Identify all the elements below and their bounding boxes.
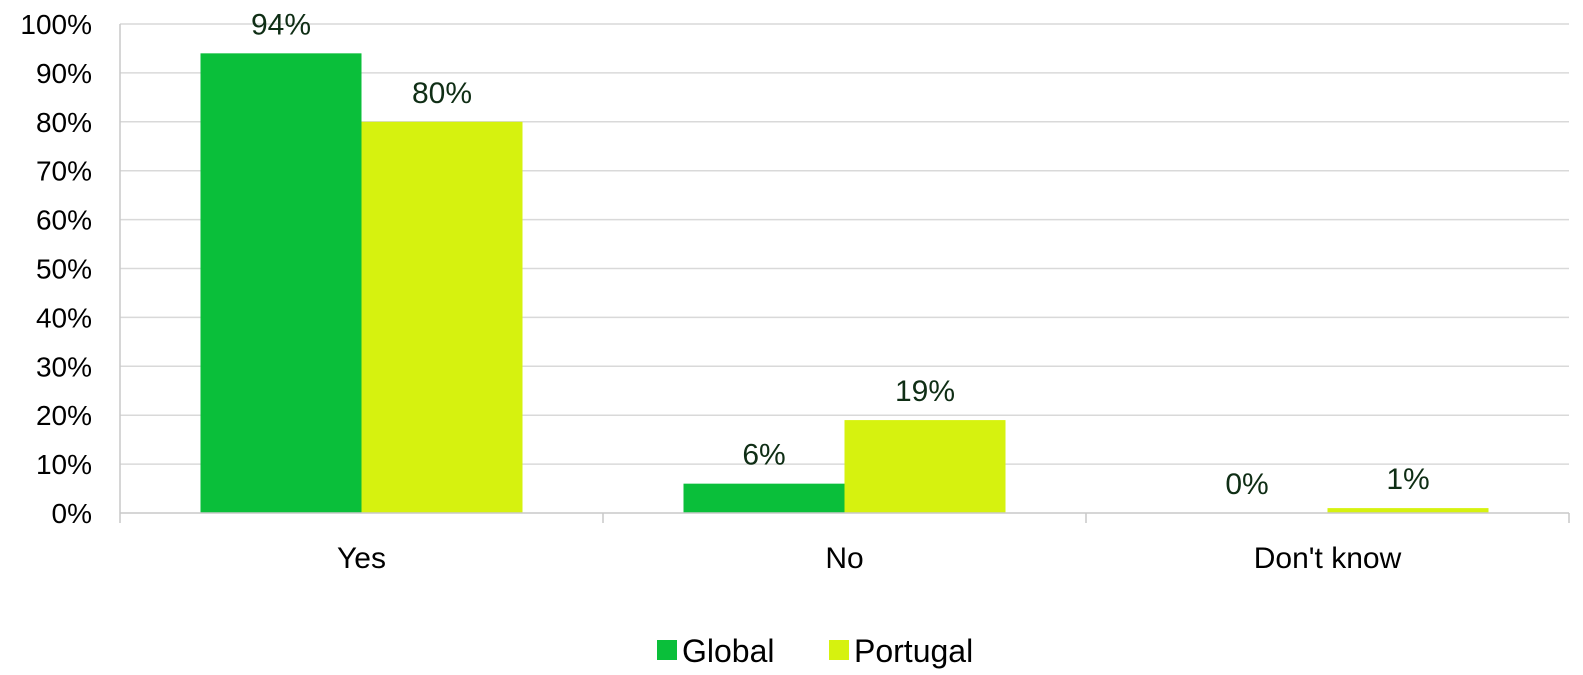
x-category-label: Don't know <box>1254 542 1402 575</box>
y-tick-label: 70% <box>36 156 92 187</box>
x-category-label: Yes <box>337 542 386 575</box>
bar-portugal-0 <box>361 121 523 514</box>
legend: Global Portugal <box>657 633 973 669</box>
data-labels: 94% 80% 6% 19% 0% 1% <box>251 8 1430 501</box>
y-axis: 0% 10% 20% 30% 40% 50% 60% 70% 80% 90% 100% <box>20 9 121 529</box>
y-tick-label: 40% <box>36 302 92 333</box>
data-label: 19% <box>895 375 955 408</box>
bars <box>200 53 1489 514</box>
y-tick-label: 80% <box>36 107 92 138</box>
y-tick-label: 50% <box>36 254 92 285</box>
legend-swatch <box>657 640 677 660</box>
legend-label: Global <box>682 633 775 669</box>
data-label: 6% <box>742 439 785 472</box>
y-tick-label: 20% <box>36 400 92 431</box>
bar-global-0 <box>200 53 362 514</box>
data-label: 80% <box>412 77 472 110</box>
data-label: 1% <box>1386 463 1429 496</box>
y-tick-label: 30% <box>36 351 92 382</box>
legend-swatch <box>829 640 849 660</box>
x-axis: Yes No Don't know <box>119 512 1570 575</box>
y-tick-label: 90% <box>36 58 92 89</box>
bar-portugal-2 <box>1327 508 1489 513</box>
y-tick-label: 100% <box>20 9 92 40</box>
x-category-label: No <box>825 542 863 575</box>
legend-label: Portugal <box>854 633 973 669</box>
bar-portugal-1 <box>844 420 1006 513</box>
y-tick-label: 60% <box>36 205 92 236</box>
bar-global-1 <box>683 483 845 513</box>
y-tick-label: 10% <box>36 449 92 480</box>
data-label: 94% <box>251 8 311 41</box>
data-label: 0% <box>1225 468 1268 501</box>
y-tick-label: 0% <box>52 498 92 529</box>
